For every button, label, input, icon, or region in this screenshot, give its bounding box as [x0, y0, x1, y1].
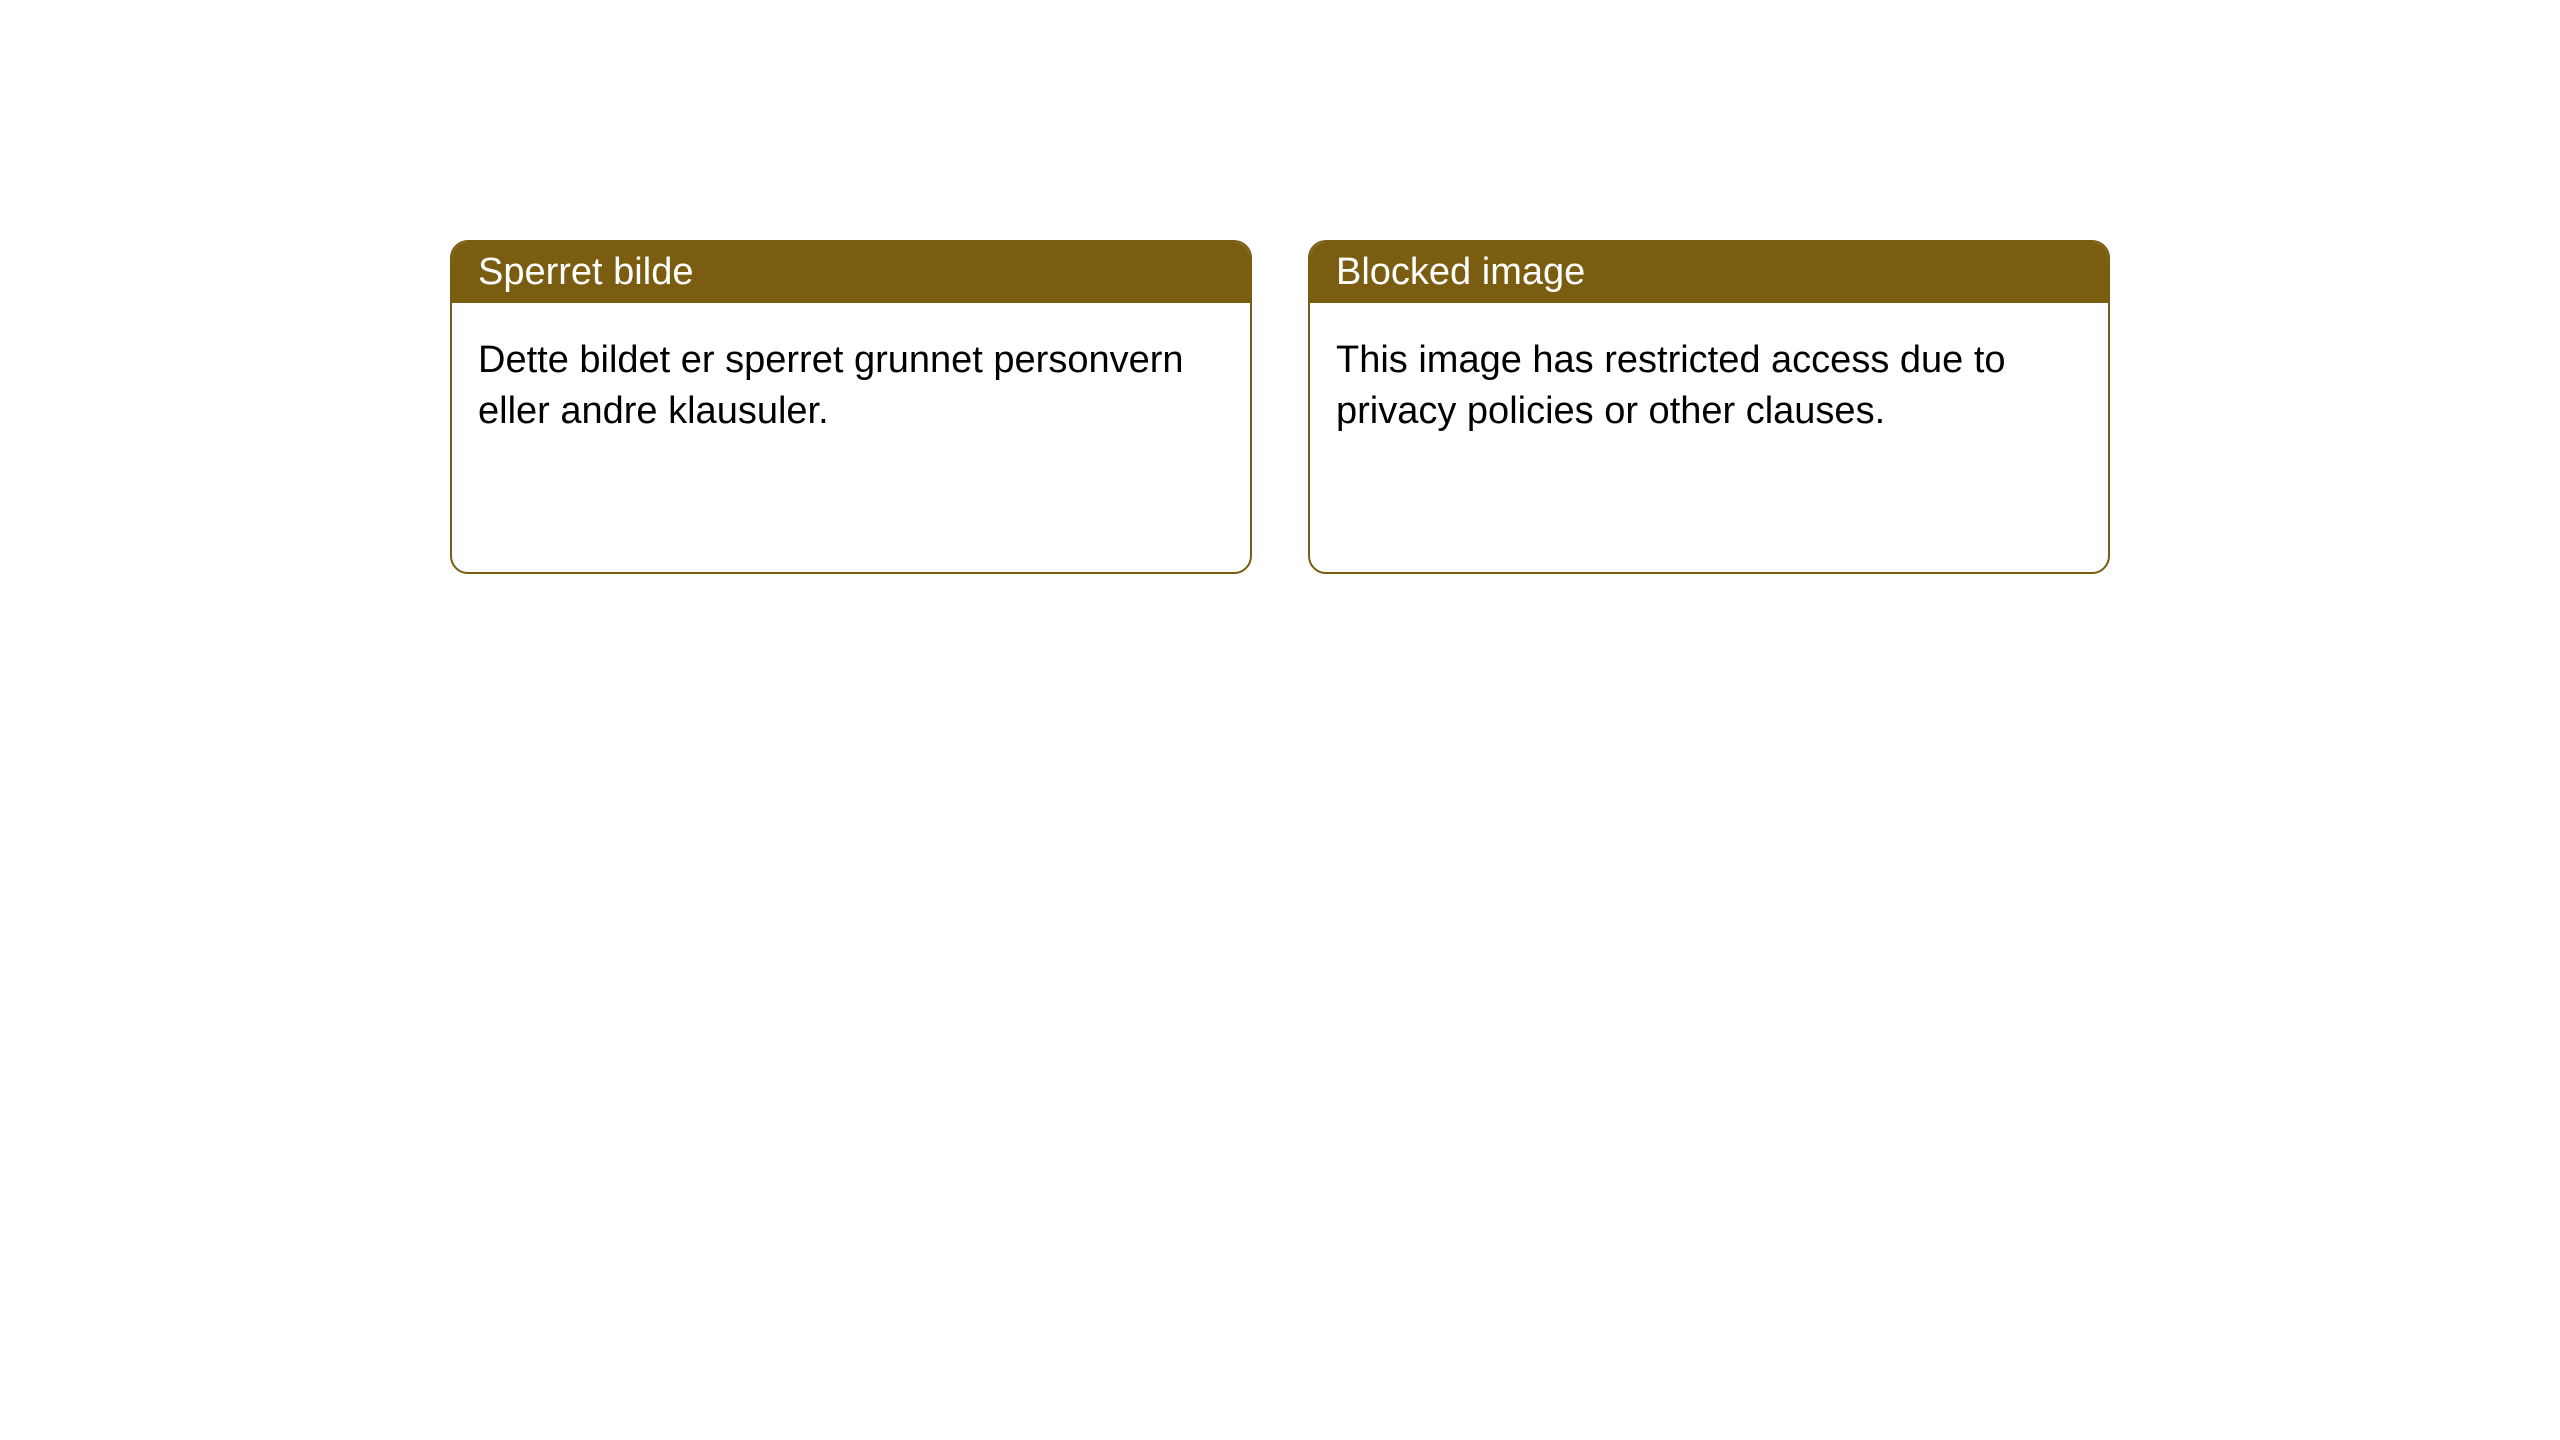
- notice-box-english: Blocked image This image has restricted …: [1308, 240, 2110, 574]
- notices-container: Sperret bilde Dette bildet er sperret gr…: [450, 240, 2110, 574]
- notice-body-text: Dette bildet er sperret grunnet personve…: [478, 339, 1184, 432]
- notice-box-norwegian: Sperret bilde Dette bildet er sperret gr…: [450, 240, 1252, 574]
- notice-title: Sperret bilde: [478, 251, 693, 293]
- notice-body: This image has restricted access due to …: [1310, 303, 2108, 470]
- notice-body-text: This image has restricted access due to …: [1336, 339, 2006, 432]
- notice-header: Sperret bilde: [452, 242, 1250, 303]
- notice-title: Blocked image: [1336, 251, 1585, 293]
- notice-header: Blocked image: [1310, 242, 2108, 303]
- notice-body: Dette bildet er sperret grunnet personve…: [452, 303, 1250, 470]
